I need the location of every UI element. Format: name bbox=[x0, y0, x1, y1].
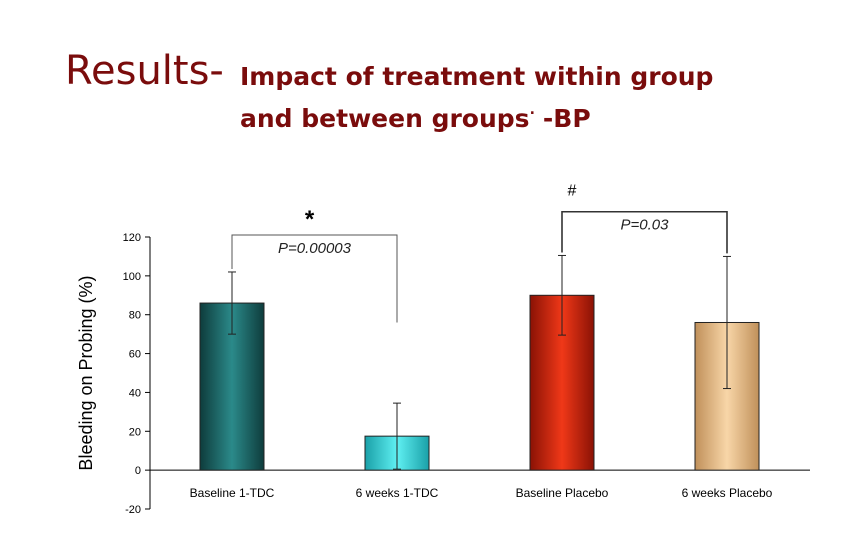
title-suffix: -BP bbox=[542, 104, 591, 133]
p-value-label: P=0.03 bbox=[621, 217, 670, 234]
significance-bracket bbox=[231, 234, 398, 323]
p-value-label: P=0.00003 bbox=[278, 240, 352, 257]
y-tick-label: 0 bbox=[135, 465, 141, 477]
title-dot: · bbox=[529, 105, 535, 122]
x-tick-label: Baseline Placebo bbox=[516, 486, 609, 500]
x-tick-label: Baseline 1-TDC bbox=[190, 486, 275, 500]
y-tick-label: 60 bbox=[129, 349, 141, 361]
significance-bracket bbox=[561, 210, 728, 254]
significance-marker: # bbox=[568, 183, 577, 200]
y-tick-label: 40 bbox=[129, 387, 141, 399]
significance-marker: * bbox=[305, 206, 315, 233]
title-block: Results- Impact of treatment within grou… bbox=[0, 0, 850, 160]
x-tick-label: 6 weeks Placebo bbox=[682, 486, 773, 500]
title-prefix: Results- bbox=[65, 48, 224, 94]
title-line-2-text: and between groups bbox=[240, 104, 530, 133]
title-line-1: Impact of treatment within group bbox=[240, 62, 714, 91]
y-tick-label: 20 bbox=[129, 426, 141, 438]
title-line-2: and between groups· -BP bbox=[240, 104, 591, 133]
y-tick-label: 120 bbox=[123, 232, 141, 244]
y-tick-label: -20 bbox=[125, 504, 141, 516]
x-tick-label: 6 weeks 1-TDC bbox=[356, 486, 439, 500]
y-tick-label: 80 bbox=[129, 310, 141, 322]
y-axis-label: Bleeding on Probing (%) bbox=[76, 275, 96, 470]
y-tick-label: 100 bbox=[123, 271, 141, 283]
